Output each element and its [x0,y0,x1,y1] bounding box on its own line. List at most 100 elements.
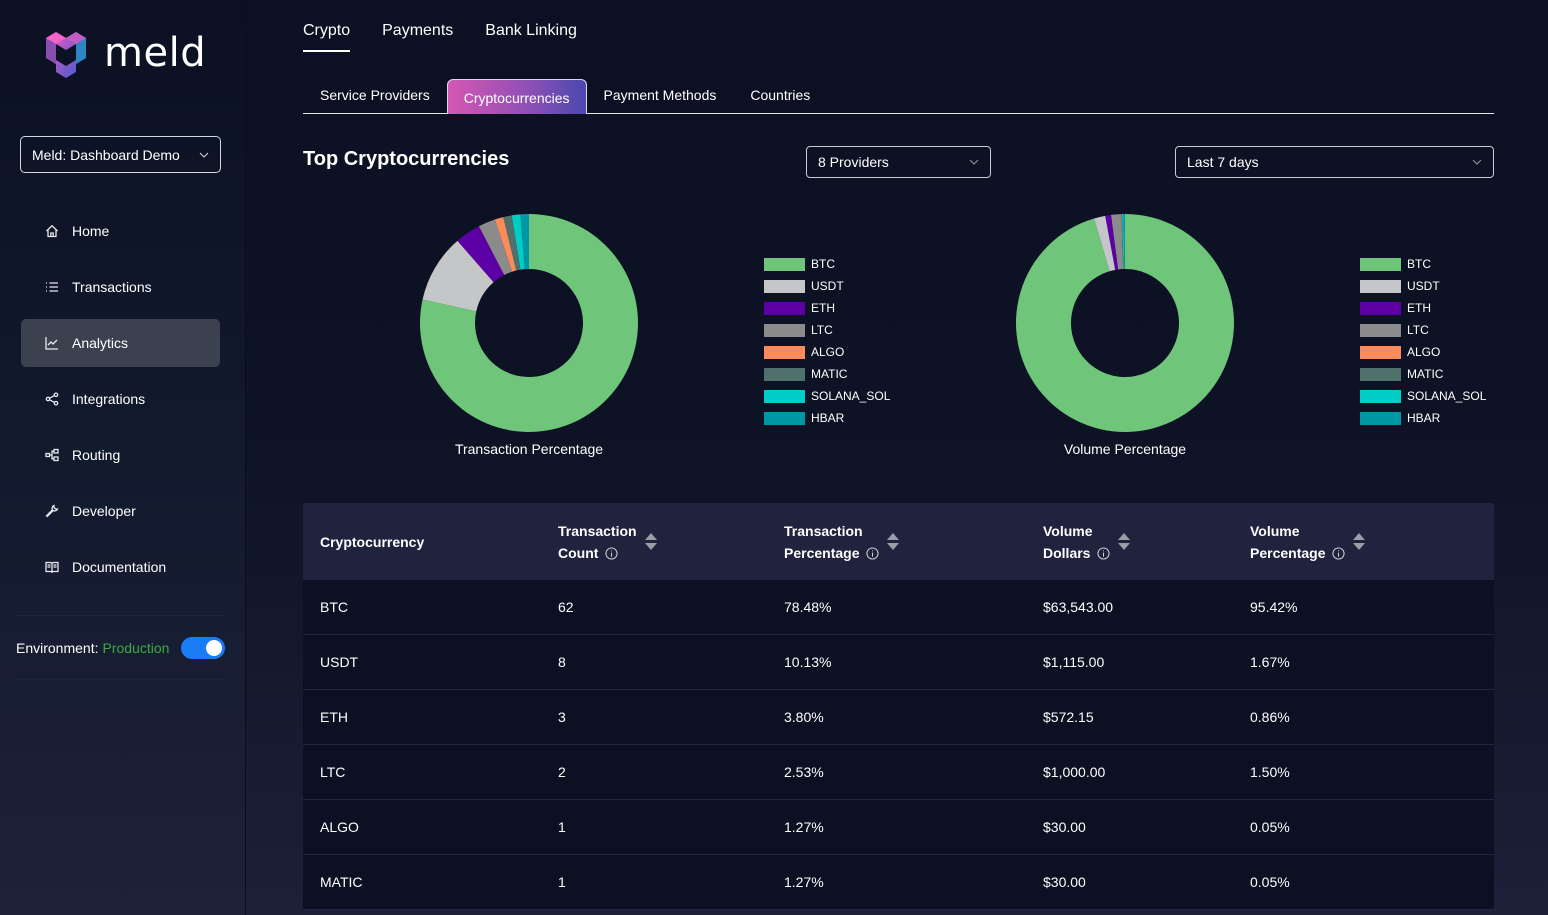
tab-payments[interactable]: Payments [382,22,454,39]
legend-item-ltc[interactable]: LTC [764,319,890,341]
table-row[interactable]: MATIC 1 1.27% $30.00 0.05% [303,855,1494,910]
legend-label: ALGO [811,345,845,359]
legend-label: SOLANA_SOL [811,389,891,403]
brand-logo[interactable]: meld [42,28,206,78]
slice-matic[interactable] [1121,214,1124,270]
legend-item-btc[interactable]: BTC [1360,253,1486,275]
sidebar-item-routing[interactable]: Routing [21,431,220,479]
legend-item-usdt[interactable]: USDT [764,275,890,297]
sort-up-icon [1118,533,1131,540]
column-header-volume-percentage[interactable]: Volume Percentage [1250,520,1494,564]
slice-eth[interactable] [457,226,505,283]
toggle-knob [206,640,222,656]
slice-btc[interactable] [420,214,638,432]
slice-usdt[interactable] [1094,215,1116,272]
column-header-label: Percentage [1250,544,1326,561]
info-icon[interactable] [866,547,880,560]
slice-btc[interactable] [1016,214,1234,432]
sort-down-icon [1353,543,1366,550]
legend-item-btc[interactable]: BTC [764,253,890,275]
slice-algo[interactable] [494,217,517,272]
sort-toggle[interactable] [1353,533,1366,550]
date-range-select[interactable]: Last 7 days [1175,146,1494,178]
sidebar-item-developer[interactable]: Developer [21,487,220,535]
sidebar-item-documentation[interactable]: Documentation [21,543,220,591]
legend-item-algo[interactable]: ALGO [1360,341,1486,363]
sort-toggle[interactable] [1118,533,1131,550]
workspace-select[interactable]: Meld: Dashboard Demo [20,136,221,173]
sidebar-item-label: Integrations [72,391,146,407]
column-header-label: Transaction [558,522,637,539]
tab-bank-linking[interactable]: Bank Linking [485,22,577,39]
sidebar-item-label: Transactions [72,279,152,295]
subtab-countries[interactable]: Countries [750,87,811,103]
volume-chart-legend: BTC USDT ETH LTC ALGO MATIC SOLANA_SOL HBAR [1360,253,1486,429]
tab-crypto[interactable]: Crypto [303,22,351,52]
legend-item-matic[interactable]: MATIC [764,363,890,385]
column-header-transaction-count[interactable]: Transaction Count [558,520,784,564]
legend-swatch [1360,389,1401,403]
slice-ltc[interactable] [1110,214,1124,270]
table-row[interactable]: USDT 8 10.13% $1,115.00 1.67% [303,635,1494,690]
table-row[interactable]: LTC 2 2.53% $1,000.00 1.50% [303,745,1494,800]
column-header-transaction-percentage[interactable]: Transaction Percentage [784,520,1043,564]
table-row[interactable]: ETH 3 3.80% $572.15 0.86% [303,690,1494,745]
cell-transaction-count: 62 [558,599,574,615]
environment-value: Production [102,640,170,656]
table-row[interactable]: ALGO 1 1.27% $30.00 0.05% [303,800,1494,855]
sidebar-item-label: Routing [72,447,121,463]
sidebar-item-home[interactable]: Home [21,207,220,255]
slice-ltc[interactable] [478,219,513,276]
legend-swatch [764,279,805,293]
legend-swatch [1360,323,1401,337]
legend-item-eth[interactable]: ETH [764,297,890,319]
table-row[interactable]: BTC 62 78.48% $63,543.00 95.42% [303,580,1494,635]
column-header-cryptocurrency[interactable]: Cryptocurrency [303,531,558,553]
slice-solana-sol[interactable] [511,214,525,270]
legend-swatch [764,323,805,337]
column-header-volume-dollars[interactable]: Volume Dollars [1043,520,1250,564]
legend-label: BTC [811,257,835,271]
table-header: Cryptocurrency Transaction Count Transac… [303,503,1494,580]
slice-solana-sol[interactable] [1121,214,1125,270]
sort-up-icon [887,533,900,540]
top-tabs: Crypto Payments Bank Linking [303,22,609,52]
table-body: BTC 62 78.48% $63,543.00 95.42% USDT 8 1… [303,580,1494,910]
sidebar-item-label: Developer [72,503,136,519]
subtab-payment-methods[interactable]: Payment Methods [603,87,717,103]
sort-toggle[interactable] [644,533,657,550]
legend-item-ltc[interactable]: LTC [1360,319,1486,341]
slice-hbar[interactable] [1123,214,1125,270]
environment-toggle[interactable] [181,637,225,659]
info-icon[interactable] [1097,547,1111,560]
legend-swatch [764,301,805,315]
legend-item-solana-sol[interactable]: SOLANA_SOL [764,385,890,407]
info-icon[interactable] [1332,547,1346,560]
sidebar-item-integrations[interactable]: Integrations [21,375,220,423]
slice-eth[interactable] [1105,214,1119,270]
sidebar-item-analytics[interactable]: Analytics [21,319,220,367]
cell-cryptocurrency: USDT [320,654,359,670]
legend-item-matic[interactable]: MATIC [1360,363,1486,385]
sort-toggle[interactable] [887,533,900,550]
providers-filter-select[interactable]: 8 Providers [806,146,991,178]
subtab-service-providers[interactable]: Service Providers [320,87,430,103]
legend-swatch [1360,367,1401,381]
legend-item-hbar[interactable]: HBAR [1360,407,1486,429]
slice-usdt[interactable] [422,240,494,312]
sort-down-icon [1118,543,1131,550]
sidebar-item-transactions[interactable]: Transactions [21,263,220,311]
sidebar-nav: Home Transactions Analytics Integrations… [21,207,220,599]
legend-item-eth[interactable]: ETH [1360,297,1486,319]
legend-item-algo[interactable]: ALGO [764,341,890,363]
legend-item-hbar[interactable]: HBAR [764,407,890,429]
legend-item-usdt[interactable]: USDT [1360,275,1486,297]
info-icon[interactable] [605,547,618,560]
legend-item-solana-sol[interactable]: SOLANA_SOL [1360,385,1486,407]
slice-matic[interactable] [503,215,521,271]
cell-transaction-percentage: 3.80% [784,709,824,725]
slice-hbar[interactable] [520,214,529,270]
share-icon [45,392,59,406]
slice-algo[interactable] [1121,214,1124,270]
subtab-cryptocurrencies[interactable]: Cryptocurrencies [446,79,587,114]
